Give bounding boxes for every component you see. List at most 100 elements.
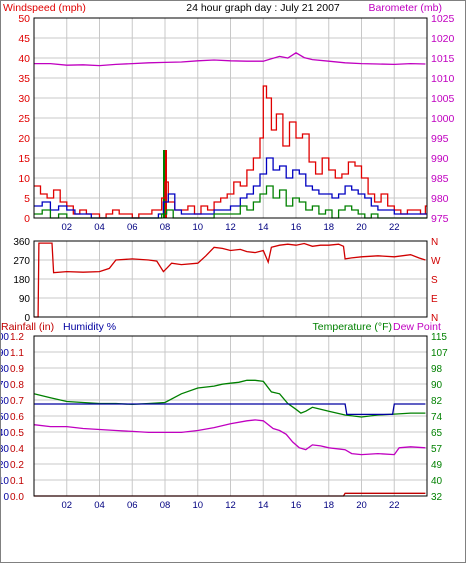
- wind-x-tick: 08: [160, 222, 171, 233]
- rainfall-y-tick: 0.5: [10, 428, 24, 439]
- wind-x-tick: 12: [225, 222, 236, 233]
- dew-point-axis-label: Dew Point: [393, 321, 441, 333]
- barometer-axis-label: Barometer (mb): [368, 2, 442, 14]
- rainfall-y-tick: 0.9: [10, 364, 24, 375]
- temperature-panel-grid: [34, 336, 427, 496]
- wind-x-tick: 22: [389, 222, 400, 233]
- wind-x-tick: 04: [94, 222, 105, 233]
- temperature-x-tick: 18: [323, 500, 334, 511]
- barometer-y-tick: 1010: [431, 73, 455, 85]
- temperature-y-tick: 57: [431, 444, 443, 455]
- windspeed-y-tick: 5: [24, 193, 30, 205]
- direction-degrees-y-tick: 360: [13, 237, 30, 248]
- rainfall-y-tick: 0.2: [10, 460, 24, 471]
- barometer-y-tick: 990: [431, 153, 449, 165]
- temperature-axis-label: Temperature (°F): [313, 321, 392, 333]
- wind-panel-axes: 0510152025303540455097598098599099510001…: [18, 13, 454, 233]
- humidity-y-tick: 50: [0, 412, 9, 423]
- windspeed-y-tick: 25: [18, 113, 30, 125]
- barometer-y-tick: 1015: [431, 53, 455, 65]
- wind-panel-frame: [33, 17, 428, 219]
- temperature-y-tick: 40: [431, 476, 443, 487]
- temperature-x-tick: 22: [389, 500, 400, 511]
- temperature-y-tick: 98: [431, 364, 443, 375]
- rainfall-y-tick: 0.8: [10, 380, 24, 391]
- wind-x-tick: 16: [291, 222, 302, 233]
- humidity-y-tick: 0: [3, 492, 9, 503]
- temperature-y-tick: 90: [431, 380, 443, 391]
- rainfall-y-tick: 0.6: [10, 412, 24, 423]
- direction-panel-frame: [33, 240, 428, 318]
- windspeed-y-tick: 15: [18, 153, 30, 165]
- barometer-y-tick: 975: [431, 213, 449, 225]
- wind-x-tick: 10: [192, 222, 203, 233]
- humidity-y-tick: 80: [0, 364, 9, 375]
- chart-title: 24 hour graph day : July 21 2007: [186, 2, 340, 14]
- dew-point-line: [33, 419, 426, 456]
- windspeed-y-tick: 45: [18, 33, 30, 45]
- humidity-y-tick: 100: [0, 332, 9, 343]
- wind-x-tick: 18: [323, 222, 334, 233]
- direction-panel-border: [33, 240, 428, 318]
- wind-x-tick: 14: [258, 222, 269, 233]
- temperature-y-tick: 49: [431, 460, 443, 471]
- windspeed-y-tick: 20: [18, 133, 30, 145]
- direction-compass-y-tick: S: [431, 275, 438, 286]
- barometer-y-tick: 1025: [431, 13, 455, 25]
- humidity-y-tick: 40: [0, 428, 9, 439]
- direction-panel-lines: [34, 242, 426, 318]
- temperature-y-tick: 115: [431, 332, 447, 343]
- humidity-y-tick: 30: [0, 444, 9, 455]
- temperature-x-tick: 04: [94, 500, 105, 511]
- windspeed-y-tick: 50: [18, 13, 30, 25]
- temperature-y-tick: 65: [431, 428, 443, 439]
- direction-compass-y-tick: N: [431, 237, 438, 248]
- rainfall-y-tick: 0.1: [10, 476, 24, 487]
- windspeed-y-tick: 30: [18, 93, 30, 105]
- rainfall-axis-label: Rainfall (in): [1, 321, 54, 333]
- wind-panel-border: [33, 17, 428, 219]
- rainfall-y-tick: 0.4: [10, 444, 24, 455]
- humidity-y-tick: 90: [0, 348, 9, 359]
- humidity-y-tick: 60: [0, 396, 9, 407]
- temperature-x-tick: 14: [258, 500, 269, 511]
- direction-degrees-y-tick: 0: [24, 313, 30, 324]
- wind-direction-line: [34, 242, 426, 318]
- wind-gust-bars: [163, 150, 167, 218]
- temperature-panel-frame: [33, 335, 428, 497]
- temperature-y-tick: 74: [431, 412, 443, 423]
- barometer-y-tick: 985: [431, 173, 449, 185]
- direction-degrees-y-tick: 270: [13, 256, 30, 267]
- windspeed-y-tick: 40: [18, 53, 30, 65]
- windspeed-axis-label: Windspeed (mph): [3, 2, 86, 14]
- windspeed-y-tick: 10: [18, 173, 30, 185]
- rainfall-y-tick: 0.7: [10, 396, 24, 407]
- temperature-y-tick: 107: [431, 348, 448, 359]
- rainfall-y-tick: 0.0: [10, 492, 24, 503]
- humidity-y-tick: 20: [0, 460, 9, 471]
- humidity-y-tick: 70: [0, 380, 9, 391]
- wind-panel-grid: [34, 18, 427, 218]
- direction-compass-y-tick: N: [431, 313, 438, 324]
- humidity-axis-label: Humidity %: [63, 321, 116, 333]
- direction-compass-y-tick: E: [431, 294, 438, 305]
- wind-gust-bar-red: [165, 150, 167, 218]
- barometer-y-tick: 995: [431, 133, 449, 145]
- temperature-x-tick: 10: [192, 500, 203, 511]
- barometer-y-tick: 1000: [431, 113, 455, 125]
- rainfall-y-tick: 1.1: [10, 348, 24, 359]
- direction-degrees-y-tick: 90: [19, 294, 31, 305]
- temperature-x-tick: 06: [127, 500, 138, 511]
- temperature-y-tick: 32: [431, 492, 443, 503]
- temperature-y-tick: 82: [431, 396, 443, 407]
- temperature-x-tick: 02: [61, 500, 72, 511]
- rainfall-y-tick: 1.2: [10, 332, 24, 343]
- wind-gust-bar-green: [163, 150, 165, 218]
- direction-degrees-y-tick: 180: [13, 275, 30, 286]
- temperature-panel-lines: [33, 379, 426, 497]
- wind-gust-line: [34, 85, 427, 219]
- windspeed-y-tick: 0: [24, 213, 30, 225]
- temperature-x-tick: 12: [225, 500, 236, 511]
